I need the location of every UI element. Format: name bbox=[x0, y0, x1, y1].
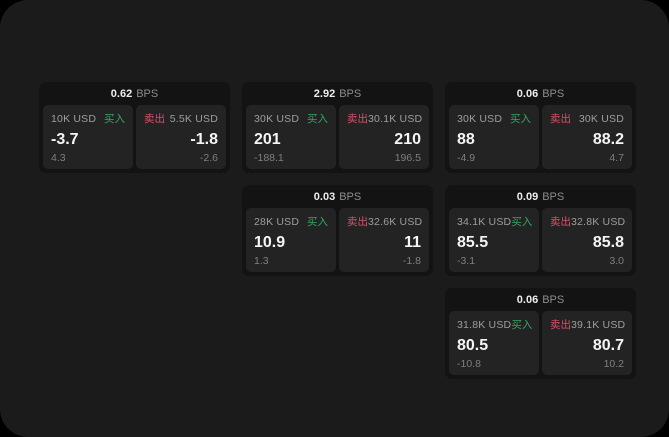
spread-unit: BPS bbox=[136, 87, 159, 100]
sell-label: 卖出 bbox=[550, 216, 571, 228]
spread-header: 0.06 BPS bbox=[445, 82, 636, 105]
buy-size: 31.8K USD bbox=[457, 318, 512, 331]
quote-card: 0.06 BPS 30K USD 买入 88 -4.9 卖出 bbox=[445, 82, 636, 173]
sell-panel[interactable]: 卖出 39.1K USD 80.7 10.2 bbox=[542, 311, 632, 375]
buy-size: 34.1K USD bbox=[457, 215, 512, 228]
spread-value: 2.92 bbox=[313, 87, 336, 100]
buy-sub-value: -4.9 bbox=[457, 152, 476, 164]
buy-price: 10.9 bbox=[254, 234, 286, 251]
spread-unit: BPS bbox=[339, 87, 362, 100]
sell-panel[interactable]: 卖出 32.8K USD 85.8 3.0 bbox=[542, 208, 632, 272]
buy-panel[interactable]: 34.1K USD 买入 85.5 -3.1 bbox=[449, 208, 539, 272]
buy-size: 28K USD bbox=[254, 215, 300, 228]
buy-price: 88 bbox=[457, 131, 475, 148]
spread-value: 0.62 bbox=[110, 87, 133, 100]
quote-card: 0.06 BPS 31.8K USD 买入 80.5 -10.8 卖 bbox=[445, 288, 636, 379]
sell-size: 32.8K USD bbox=[571, 215, 626, 228]
sell-panel[interactable]: 卖出 30.1K USD 210 196.5 bbox=[339, 105, 429, 169]
buy-sub-value: 4.3 bbox=[51, 152, 66, 164]
spread-unit: BPS bbox=[542, 293, 565, 306]
spread-unit: BPS bbox=[542, 87, 565, 100]
spread-value: 0.03 bbox=[313, 190, 336, 203]
sell-size: 32.6K USD bbox=[368, 215, 423, 228]
sell-sub-value: 10.2 bbox=[603, 358, 624, 370]
sell-price: 210 bbox=[394, 131, 421, 148]
sell-sub-value: 4.7 bbox=[609, 152, 624, 164]
buy-price: 201 bbox=[254, 131, 281, 148]
buy-label: 买入 bbox=[104, 113, 125, 125]
buy-label: 买入 bbox=[307, 113, 328, 125]
buy-panel[interactable]: 30K USD 买入 88 -4.9 bbox=[449, 105, 539, 169]
quote-card: 0.62 BPS 10K USD 买入 -3.7 4.3 卖出 bbox=[39, 82, 230, 173]
quote-panels: 30K USD 买入 201 -188.1 卖出 30.1K USD 210 1… bbox=[242, 105, 433, 173]
quote-panels: 30K USD 买入 88 -4.9 卖出 30K USD 88.2 4.7 bbox=[445, 105, 636, 173]
buy-panel[interactable]: 28K USD 买入 10.9 1.3 bbox=[246, 208, 336, 272]
buy-price: -3.7 bbox=[51, 131, 79, 148]
buy-price: 85.5 bbox=[457, 234, 489, 251]
buy-price: 80.5 bbox=[457, 337, 489, 354]
sell-price: 11 bbox=[404, 234, 421, 251]
quote-panels: 10K USD 买入 -3.7 4.3 卖出 5.5K USD -1.8 -2.… bbox=[39, 105, 230, 173]
buy-label: 买入 bbox=[511, 319, 533, 331]
quote-card: 0.03 BPS 28K USD 买入 10.9 1.3 卖出 bbox=[242, 185, 433, 276]
sell-sub-value: -1.8 bbox=[402, 255, 421, 267]
spread-value: 0.06 bbox=[516, 87, 539, 100]
sell-price: 85.8 bbox=[592, 234, 624, 251]
spread-header: 0.06 BPS bbox=[445, 288, 636, 311]
sell-label: 卖出 bbox=[347, 113, 368, 125]
quote-card: 0.09 BPS 34.1K USD 买入 85.5 -3.1 卖出 bbox=[445, 185, 636, 276]
buy-size: 30K USD bbox=[457, 112, 503, 125]
sell-size: 5.5K USD bbox=[169, 112, 218, 125]
buy-sub-value: -3.1 bbox=[457, 255, 476, 267]
sell-label: 卖出 bbox=[347, 216, 368, 228]
sell-panel[interactable]: 卖出 5.5K USD -1.8 -2.6 bbox=[136, 105, 226, 169]
sell-size: 30.1K USD bbox=[368, 112, 423, 125]
buy-panel[interactable]: 30K USD 买入 201 -188.1 bbox=[246, 105, 336, 169]
buy-panel[interactable]: 10K USD 买入 -3.7 4.3 bbox=[43, 105, 133, 169]
quote-panels: 31.8K USD 买入 80.5 -10.8 卖出 39.1K USD 80.… bbox=[445, 311, 636, 379]
sell-label: 卖出 bbox=[550, 319, 571, 331]
quote-card: 2.92 BPS 30K USD 买入 201 -188.1 卖出 bbox=[242, 82, 433, 173]
buy-sub-value: 1.3 bbox=[254, 255, 269, 267]
spread-header: 0.09 BPS bbox=[445, 185, 636, 208]
buy-label: 买入 bbox=[307, 216, 328, 228]
spread-header: 0.62 BPS bbox=[39, 82, 230, 105]
spread-unit: BPS bbox=[339, 190, 362, 203]
spread-value: 0.06 bbox=[516, 293, 539, 306]
quote-card-grid: 0.62 BPS 10K USD 买入 -3.7 4.3 卖出 bbox=[39, 82, 636, 379]
quote-panels: 34.1K USD 买入 85.5 -3.1 卖出 32.8K USD 85.8… bbox=[445, 208, 636, 276]
sell-label: 卖出 bbox=[550, 113, 571, 125]
sell-sub-value: 196.5 bbox=[394, 152, 421, 164]
spread-header: 2.92 BPS bbox=[242, 82, 433, 105]
quote-panels: 28K USD 买入 10.9 1.3 卖出 32.6K USD 11 -1.8 bbox=[242, 208, 433, 276]
buy-sub-value: -188.1 bbox=[254, 152, 284, 164]
sell-panel[interactable]: 卖出 32.6K USD 11 -1.8 bbox=[339, 208, 429, 272]
sell-price: -1.8 bbox=[190, 131, 218, 148]
buy-sub-value: -10.8 bbox=[457, 358, 481, 370]
spread-value: 0.09 bbox=[516, 190, 539, 203]
sell-sub-value: 3.0 bbox=[609, 255, 624, 267]
buy-panel[interactable]: 31.8K USD 买入 80.5 -10.8 bbox=[449, 311, 539, 375]
sell-label: 卖出 bbox=[144, 113, 165, 125]
spread-header: 0.03 BPS bbox=[242, 185, 433, 208]
sell-price: 80.7 bbox=[592, 337, 624, 354]
sell-price: 88.2 bbox=[592, 131, 624, 148]
sell-panel[interactable]: 卖出 30K USD 88.2 4.7 bbox=[542, 105, 632, 169]
sell-sub-value: -2.6 bbox=[199, 152, 218, 164]
buy-label: 买入 bbox=[510, 113, 531, 125]
buy-label: 买入 bbox=[511, 216, 533, 228]
buy-size: 10K USD bbox=[51, 112, 97, 125]
sell-size: 30K USD bbox=[578, 112, 624, 125]
spread-unit: BPS bbox=[542, 190, 565, 203]
sell-size: 39.1K USD bbox=[571, 318, 626, 331]
buy-size: 30K USD bbox=[254, 112, 300, 125]
